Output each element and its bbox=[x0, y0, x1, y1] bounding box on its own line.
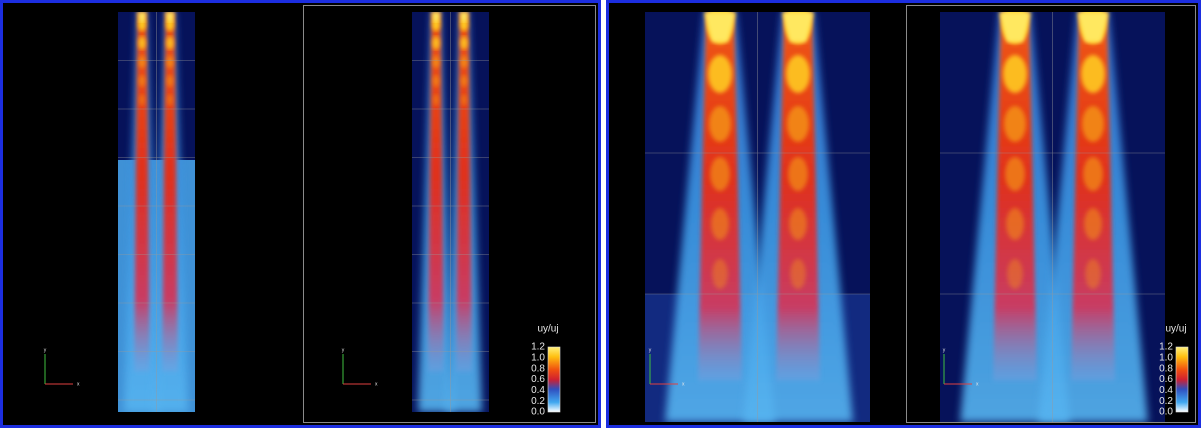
shock-cell bbox=[167, 56, 174, 69]
shock-cell bbox=[790, 259, 806, 289]
shock-cell bbox=[460, 36, 467, 49]
colorbar-tick-label: 1.0 bbox=[1159, 352, 1173, 363]
colorbar-title: uy/uj bbox=[537, 324, 558, 335]
colorbar-tick-label: 0.0 bbox=[1159, 407, 1173, 418]
shock-cell bbox=[1006, 208, 1024, 240]
shock-cell bbox=[167, 75, 173, 87]
shock-cell bbox=[138, 36, 145, 49]
shock-cell bbox=[166, 36, 173, 49]
colorbar-tick-label: 0.0 bbox=[531, 407, 545, 418]
view: yx bbox=[6, 6, 301, 423]
view: yx bbox=[613, 4, 904, 423]
shock-cell bbox=[709, 106, 731, 142]
shock-cell bbox=[461, 56, 468, 69]
colorbar-tick-label: 0.2 bbox=[531, 396, 545, 407]
shock-cell bbox=[786, 55, 810, 93]
shock-cell bbox=[139, 75, 145, 87]
shock-cell bbox=[1003, 55, 1027, 93]
colorbar-gradient bbox=[1176, 347, 1188, 412]
shock-cell bbox=[139, 56, 146, 69]
colorbar-tick-label: 1.2 bbox=[531, 342, 545, 353]
colorbar-tick-label: 0.6 bbox=[1159, 374, 1173, 385]
view: yx bbox=[907, 4, 1196, 423]
colorbar-title: uy/uj bbox=[1165, 324, 1186, 335]
shock-cell bbox=[711, 208, 729, 240]
shock-cell bbox=[432, 36, 439, 49]
shock-cell bbox=[788, 157, 808, 191]
colorbar-tick-label: 0.4 bbox=[1159, 385, 1173, 396]
colorbar-tick-label: 1.0 bbox=[531, 352, 545, 363]
colorbar-tick-label: 1.2 bbox=[1159, 342, 1173, 353]
shock-cell bbox=[1081, 55, 1105, 93]
colorbar-gradient bbox=[548, 347, 560, 412]
shock-cell bbox=[1005, 157, 1025, 191]
scene: yxyxuy/uj1.21.00.80.60.40.20.0yxyxuy/uj1… bbox=[0, 0, 1201, 428]
colorbar-tick-label: 0.8 bbox=[531, 363, 545, 374]
shock-cell bbox=[787, 106, 809, 142]
colorbar-tick-label: 0.6 bbox=[531, 374, 545, 385]
shock-cell bbox=[712, 259, 728, 289]
shock-cell bbox=[710, 157, 730, 191]
shock-cell bbox=[1004, 106, 1026, 142]
shock-cell bbox=[1007, 259, 1023, 289]
shock-cell bbox=[1084, 208, 1102, 240]
shock-cell bbox=[789, 208, 807, 240]
shock-cell bbox=[461, 94, 466, 105]
shock-cell bbox=[433, 94, 438, 105]
colorbar-tick-label: 0.8 bbox=[1159, 363, 1173, 374]
shock-cell bbox=[1085, 259, 1101, 289]
colorbar-tick-label: 0.2 bbox=[1159, 396, 1173, 407]
shock-cell bbox=[433, 75, 439, 87]
shock-cell bbox=[433, 56, 440, 69]
page: {"panels": [ {"views": [{"axes": {"x": "… bbox=[0, 0, 1201, 428]
shock-cell bbox=[1083, 157, 1103, 191]
shock-cell bbox=[139, 94, 144, 105]
shock-cell bbox=[1082, 106, 1104, 142]
shock-cell bbox=[167, 94, 172, 105]
shock-cell bbox=[708, 55, 732, 93]
colorbar-tick-label: 0.4 bbox=[531, 385, 545, 396]
shock-cell bbox=[461, 75, 467, 87]
